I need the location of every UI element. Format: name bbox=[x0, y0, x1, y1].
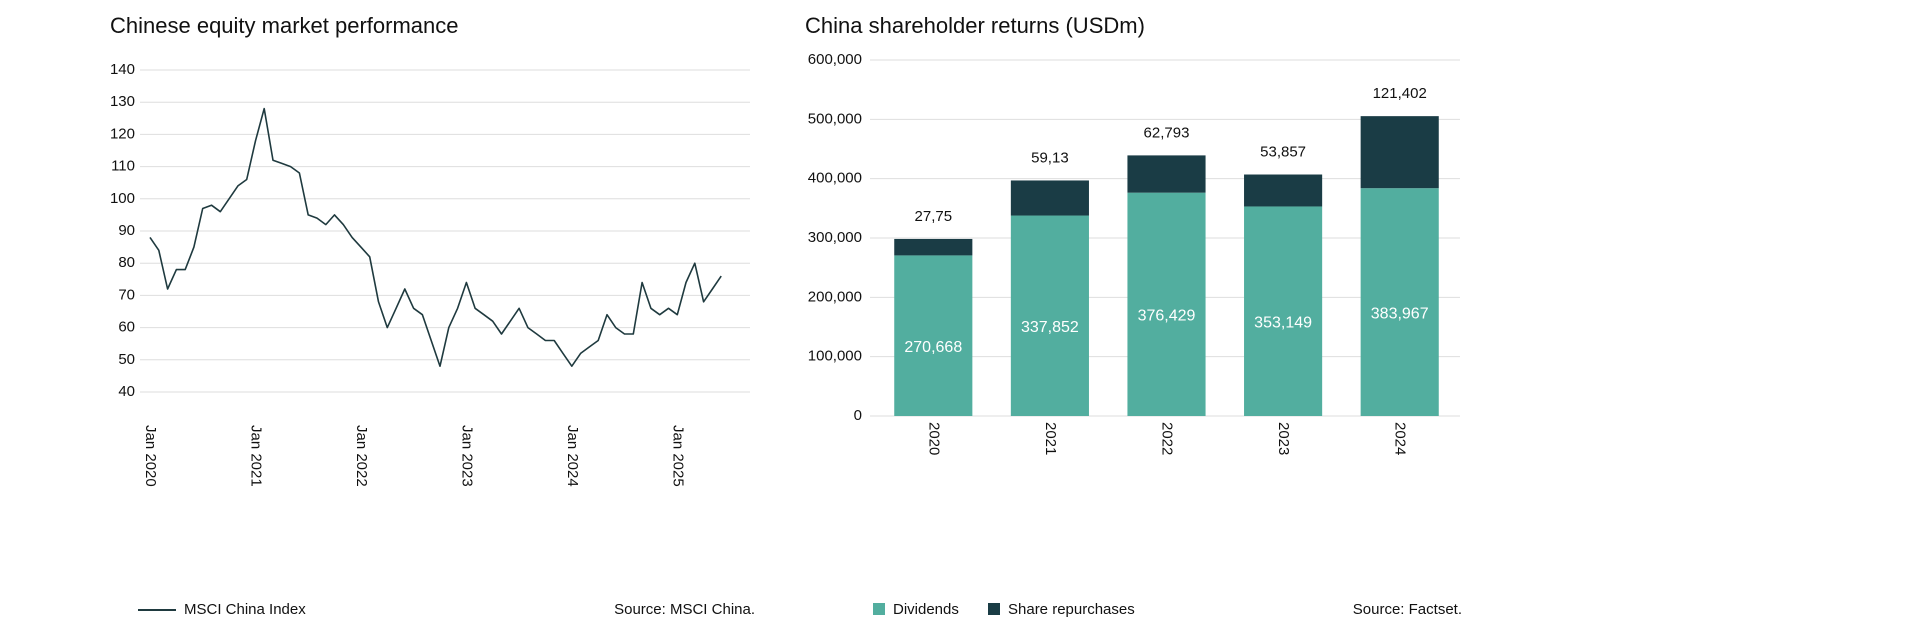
x-tick-label: Jan 2020 bbox=[142, 425, 159, 487]
data-label: 59,13 bbox=[1031, 149, 1069, 166]
y-tick-label: 50 bbox=[118, 351, 135, 368]
x-tick-label: 2024 bbox=[1392, 422, 1409, 455]
chart-title: China shareholder returns (USDm) bbox=[805, 13, 1145, 38]
y-tick-label: 80 bbox=[118, 254, 135, 271]
x-tick-label: Jan 2022 bbox=[353, 425, 370, 487]
y-tick-label: 0 bbox=[854, 407, 862, 424]
legend-swatch bbox=[873, 603, 885, 615]
x-tick-label: Jan 2021 bbox=[247, 425, 264, 487]
bar-segment bbox=[894, 238, 973, 256]
data-label: 376,429 bbox=[1138, 308, 1196, 325]
bar-segment bbox=[1244, 174, 1323, 207]
bar-segment bbox=[1010, 215, 1089, 416]
y-tick-label: 400,000 bbox=[808, 170, 862, 187]
source-note: Source: MSCI China. bbox=[614, 601, 755, 618]
x-tick-label: Jan 2024 bbox=[564, 425, 581, 487]
y-tick-label: 600,000 bbox=[808, 51, 862, 68]
y-tick-label: 90 bbox=[118, 222, 135, 239]
data-label: 121,402 bbox=[1373, 85, 1427, 102]
bar-segment bbox=[1360, 116, 1439, 189]
data-label: 337,852 bbox=[1021, 319, 1079, 336]
legend-swatch bbox=[988, 603, 1000, 615]
source-note: Source: Factset. bbox=[1353, 601, 1462, 618]
x-tick-label: 2021 bbox=[1042, 422, 1059, 455]
bar-segment bbox=[1127, 192, 1206, 416]
x-tick-label: Jan 2025 bbox=[669, 425, 686, 487]
y-tick-label: 40 bbox=[118, 383, 135, 400]
bar-segment bbox=[1127, 155, 1206, 193]
legend-label: MSCI China Index bbox=[184, 601, 306, 618]
x-tick-label: Jan 2023 bbox=[458, 425, 475, 487]
x-tick-label: 2020 bbox=[925, 422, 942, 455]
x-tick-label: 2023 bbox=[1275, 422, 1292, 455]
legend-label: Dividends bbox=[893, 601, 959, 618]
data-label: 62,793 bbox=[1144, 124, 1190, 141]
data-label: 270,668 bbox=[904, 339, 962, 356]
y-tick-label: 60 bbox=[118, 319, 135, 336]
data-label: 53,857 bbox=[1260, 143, 1306, 160]
y-tick-label: 70 bbox=[118, 286, 135, 303]
y-tick-label: 200,000 bbox=[808, 288, 862, 305]
chart-title: Chinese equity market performance bbox=[110, 13, 459, 38]
bar-segment bbox=[1360, 188, 1439, 416]
legend-label: Share repurchases bbox=[1008, 601, 1135, 618]
y-tick-label: 140 bbox=[110, 61, 135, 78]
data-label: 383,967 bbox=[1371, 305, 1429, 322]
y-tick-label: 500,000 bbox=[808, 110, 862, 127]
data-label: 27,75 bbox=[915, 208, 953, 225]
y-tick-label: 100,000 bbox=[808, 348, 862, 365]
y-tick-label: 100 bbox=[110, 190, 135, 207]
y-tick-label: 300,000 bbox=[808, 229, 862, 246]
data-line bbox=[149, 107, 722, 367]
y-tick-label: 120 bbox=[110, 125, 135, 142]
data-label: 353,149 bbox=[1254, 314, 1312, 331]
bar-segment bbox=[1244, 206, 1323, 416]
bar-segment bbox=[1010, 180, 1089, 216]
bar-segment bbox=[894, 255, 973, 416]
y-tick-label: 130 bbox=[110, 93, 135, 110]
y-tick-label: 110 bbox=[111, 158, 135, 175]
x-tick-label: 2022 bbox=[1159, 422, 1176, 455]
